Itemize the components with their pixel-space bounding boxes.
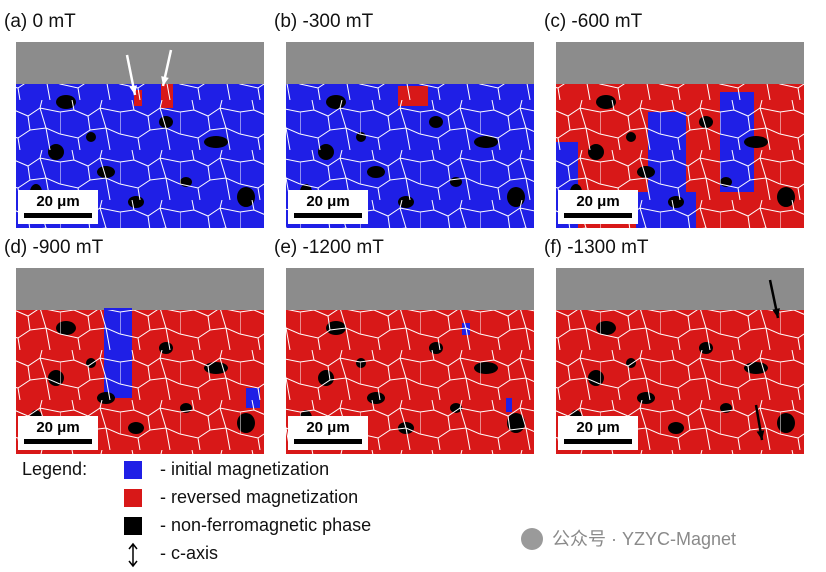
panel-label: (e) -1200 mT bbox=[274, 237, 384, 258]
legend-item: - non-ferromagnetic phase bbox=[160, 515, 371, 535]
swatch-initial bbox=[124, 461, 142, 479]
swatch-nonferro bbox=[124, 517, 142, 535]
legend-item: - reversed magnetization bbox=[160, 487, 358, 507]
panel-label: (d) -900 mT bbox=[4, 237, 104, 258]
scale-label: 20 μm bbox=[36, 193, 79, 210]
watermark-text: 公众号 · YZYC-Magnet bbox=[552, 529, 736, 549]
scale-bar bbox=[294, 439, 362, 444]
scale-label: 20 μm bbox=[306, 193, 349, 210]
scale-bar bbox=[294, 213, 362, 218]
scale-label: 20 μm bbox=[576, 193, 619, 210]
arrow-head bbox=[129, 85, 138, 95]
scale-box bbox=[558, 416, 638, 450]
surface-gray bbox=[556, 268, 804, 312]
legend-item: - c-axis bbox=[160, 543, 218, 563]
scale-bar bbox=[564, 213, 632, 218]
watermark: 公众号 · YZYC-Magnet bbox=[521, 528, 736, 550]
legend-title: Legend: bbox=[22, 459, 87, 479]
panel: (d) -900 mT 20 μm bbox=[4, 237, 264, 454]
panel-label: (c) -600 mT bbox=[544, 11, 643, 32]
scale-label: 20 μm bbox=[306, 419, 349, 436]
surface-gray bbox=[16, 42, 264, 86]
surface-gray bbox=[286, 42, 534, 86]
arrow-head bbox=[756, 430, 765, 440]
c-axis-symbol bbox=[128, 542, 138, 568]
surface-gray bbox=[16, 268, 264, 312]
scale-label: 20 μm bbox=[36, 419, 79, 436]
scale-box bbox=[18, 416, 98, 450]
scale-box bbox=[18, 190, 98, 224]
scale-box bbox=[288, 416, 368, 450]
scale-box bbox=[558, 190, 638, 224]
arrow-head bbox=[772, 308, 780, 318]
panel: (f) -1300 mT 20 μm bbox=[544, 237, 804, 454]
scale-bar bbox=[24, 213, 92, 218]
scale-label: 20 μm bbox=[576, 419, 619, 436]
panel-label: (f) -1300 mT bbox=[544, 237, 649, 258]
panel: (b) -300 mT 20 μm bbox=[274, 11, 534, 228]
panel: (c) -600 mT 20 μm bbox=[544, 11, 804, 228]
legend-item: - initial magnetization bbox=[160, 459, 329, 479]
arrow-head bbox=[161, 76, 169, 86]
legend: Legend: - initial magnetization - revers… bbox=[22, 459, 371, 568]
panel-label: (a) 0 mT bbox=[4, 11, 76, 32]
watermark-icon bbox=[521, 528, 543, 550]
scale-bar bbox=[564, 439, 632, 444]
scale-bar bbox=[24, 439, 92, 444]
surface-gray bbox=[286, 268, 534, 312]
scale-box bbox=[288, 190, 368, 224]
swatch-reversed bbox=[124, 489, 142, 507]
panel: (e) -1200 mT 20 μm bbox=[274, 237, 534, 454]
panel: (a) 0 mT 20 μm bbox=[4, 11, 264, 228]
surface-gray bbox=[556, 42, 804, 86]
panel-label: (b) -300 mT bbox=[274, 11, 374, 32]
